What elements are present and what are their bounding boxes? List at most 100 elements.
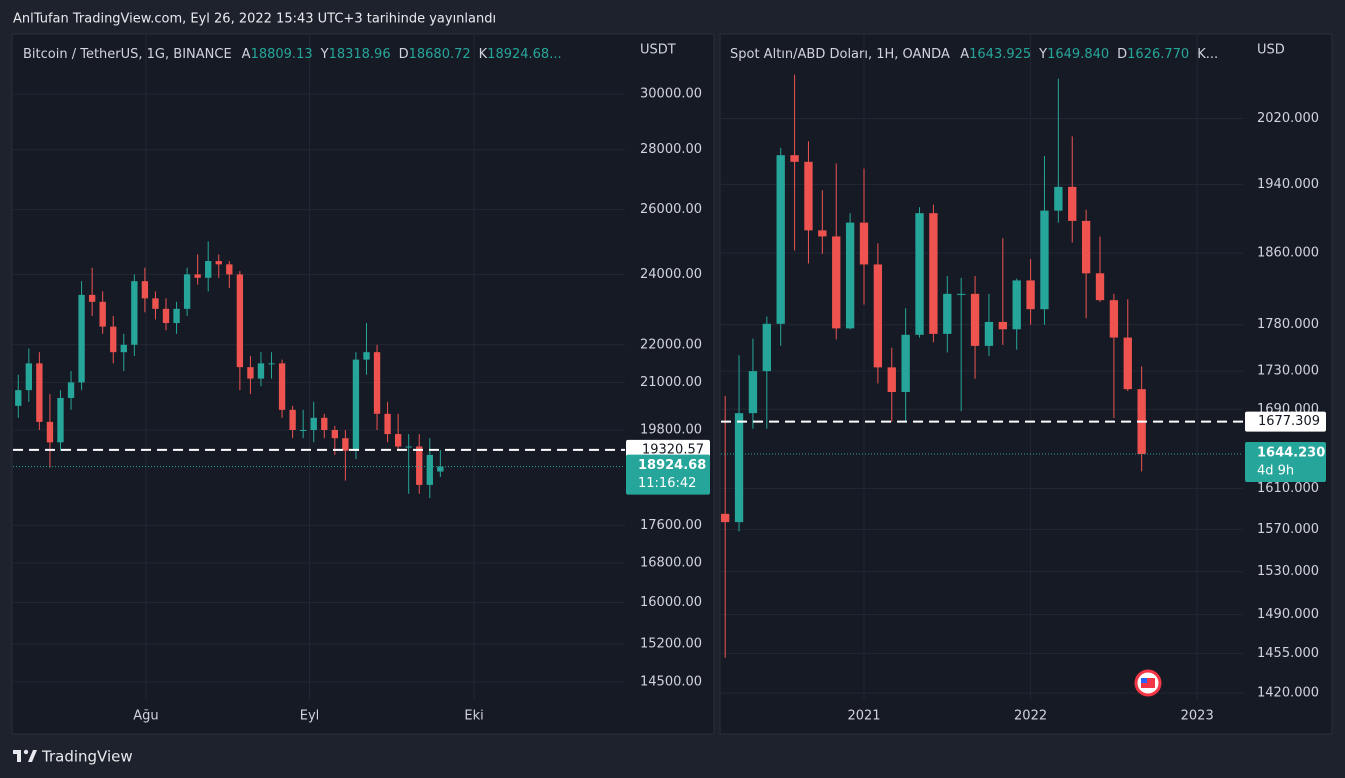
candle-body: [721, 513, 730, 523]
candle-body: [25, 363, 32, 391]
y-tick-label: 22000.00: [640, 337, 702, 352]
legend-key: D: [1117, 47, 1127, 62]
legend-key: A: [242, 47, 251, 62]
last-price-label: 18924.68: [638, 458, 706, 473]
y-tick-label: 1940.000: [1257, 177, 1319, 192]
candle-body: [818, 230, 827, 237]
legend-key: K...: [1197, 47, 1218, 62]
candle-body: [845, 222, 855, 329]
candle-body: [1040, 210, 1049, 310]
candle-body: [46, 421, 54, 443]
x-tick-label: Eki: [464, 709, 483, 724]
chart-legend: Bitcoin / TetherUS, 1G, BINANCE A18809.13…: [23, 47, 562, 62]
legend-value: 1649.840: [1047, 47, 1109, 62]
candle-body: [141, 281, 149, 299]
candle-body: [1109, 300, 1119, 338]
y-tick-label: 19800.00: [640, 422, 702, 437]
candle-body: [426, 454, 433, 485]
candle-body: [215, 261, 222, 265]
y-tick-label: 1610.000: [1257, 481, 1319, 496]
y-tick-label: 1490.000: [1257, 607, 1319, 622]
legend-value: 18924.68...: [487, 47, 561, 62]
candle-body: [15, 390, 22, 406]
y-tick-label: 1780.000: [1257, 317, 1319, 332]
legend-key: K: [479, 47, 488, 62]
candle-body: [183, 274, 191, 309]
y-tick-label: 1530.000: [1257, 564, 1319, 579]
last-price-box: [1245, 442, 1326, 483]
y-tick-label: 1570.000: [1257, 522, 1319, 537]
candle-body: [998, 321, 1007, 330]
candle-body: [120, 344, 127, 353]
candle-body: [57, 397, 64, 443]
legend-value: 18809.13: [251, 47, 313, 62]
candle-body: [247, 367, 254, 379]
candle-body: [1026, 280, 1035, 310]
x-tick-label: 2023: [1181, 709, 1214, 724]
event-icon: [1141, 678, 1155, 688]
y-tick-label: 21000.00: [640, 375, 702, 390]
candle-body: [331, 429, 338, 439]
legend-key: A: [960, 47, 969, 62]
y-tick-label: 14500.00: [640, 674, 702, 689]
candle-body: [289, 409, 296, 430]
last-price-box: [626, 454, 710, 495]
candle-body: [226, 264, 233, 275]
candle-body: [131, 281, 138, 345]
candle-body: [734, 413, 744, 523]
y-tick-label: 28000.00: [640, 142, 702, 157]
candle-body: [984, 321, 994, 346]
candle-body: [88, 294, 96, 302]
price-line-box: [1245, 411, 1326, 432]
candle-body: [437, 466, 444, 472]
candle-body: [384, 413, 391, 435]
price-line-label: 19320.57: [642, 442, 704, 457]
last-price-label: 1644.230: [1257, 446, 1325, 461]
chart-title: Bitcoin / TetherUS, 1G, BINANCE: [23, 47, 232, 62]
candle-body: [416, 446, 423, 485]
candle-body: [173, 308, 180, 324]
candle-body: [300, 429, 307, 431]
candle-body: [859, 222, 869, 265]
event-icon: [1141, 678, 1147, 683]
legend-value: 1626.770: [1127, 47, 1189, 62]
legend-key: Y: [320, 47, 329, 62]
candle-body: [78, 294, 85, 383]
candle-body: [970, 293, 980, 346]
panel: [11, 33, 715, 735]
candle-body: [67, 382, 75, 398]
candle-body: [790, 155, 799, 162]
candle-body: [1012, 280, 1021, 330]
candle-body: [1068, 186, 1077, 221]
candle-body: [1081, 220, 1091, 274]
header: AnlTufan TradingView.com, Eyl 26, 2022 1…: [13, 12, 496, 27]
y-tick-label: 16800.00: [640, 555, 702, 570]
axis-unit: USD: [1257, 43, 1285, 58]
candle-body: [321, 417, 328, 430]
candle-body: [278, 363, 286, 410]
legend-value: 18680.72: [409, 47, 471, 62]
y-tick-label: 1860.000: [1257, 246, 1319, 261]
candle-body: [832, 236, 841, 329]
candle-body: [748, 371, 758, 414]
candle-body: [943, 293, 952, 334]
countdown: 11:16:42: [638, 476, 696, 491]
candle-body: [1054, 186, 1063, 211]
x-tick-label: 2022: [1014, 709, 1047, 724]
candle-body: [205, 261, 212, 278]
legend-key: D: [399, 47, 409, 62]
candle-body: [268, 363, 275, 365]
candle-body: [152, 298, 159, 309]
candle-body: [873, 264, 883, 368]
candle-body: [804, 161, 813, 231]
panel: [719, 33, 1333, 735]
candle-body: [352, 359, 360, 451]
candle-body: [394, 434, 402, 447]
candle-body: [99, 301, 106, 327]
candle-body: [405, 446, 412, 448]
candle-body: [776, 155, 785, 324]
y-tick-label: 26000.00: [640, 202, 702, 217]
candle-body: [1095, 273, 1105, 301]
candle-body: [887, 367, 896, 393]
